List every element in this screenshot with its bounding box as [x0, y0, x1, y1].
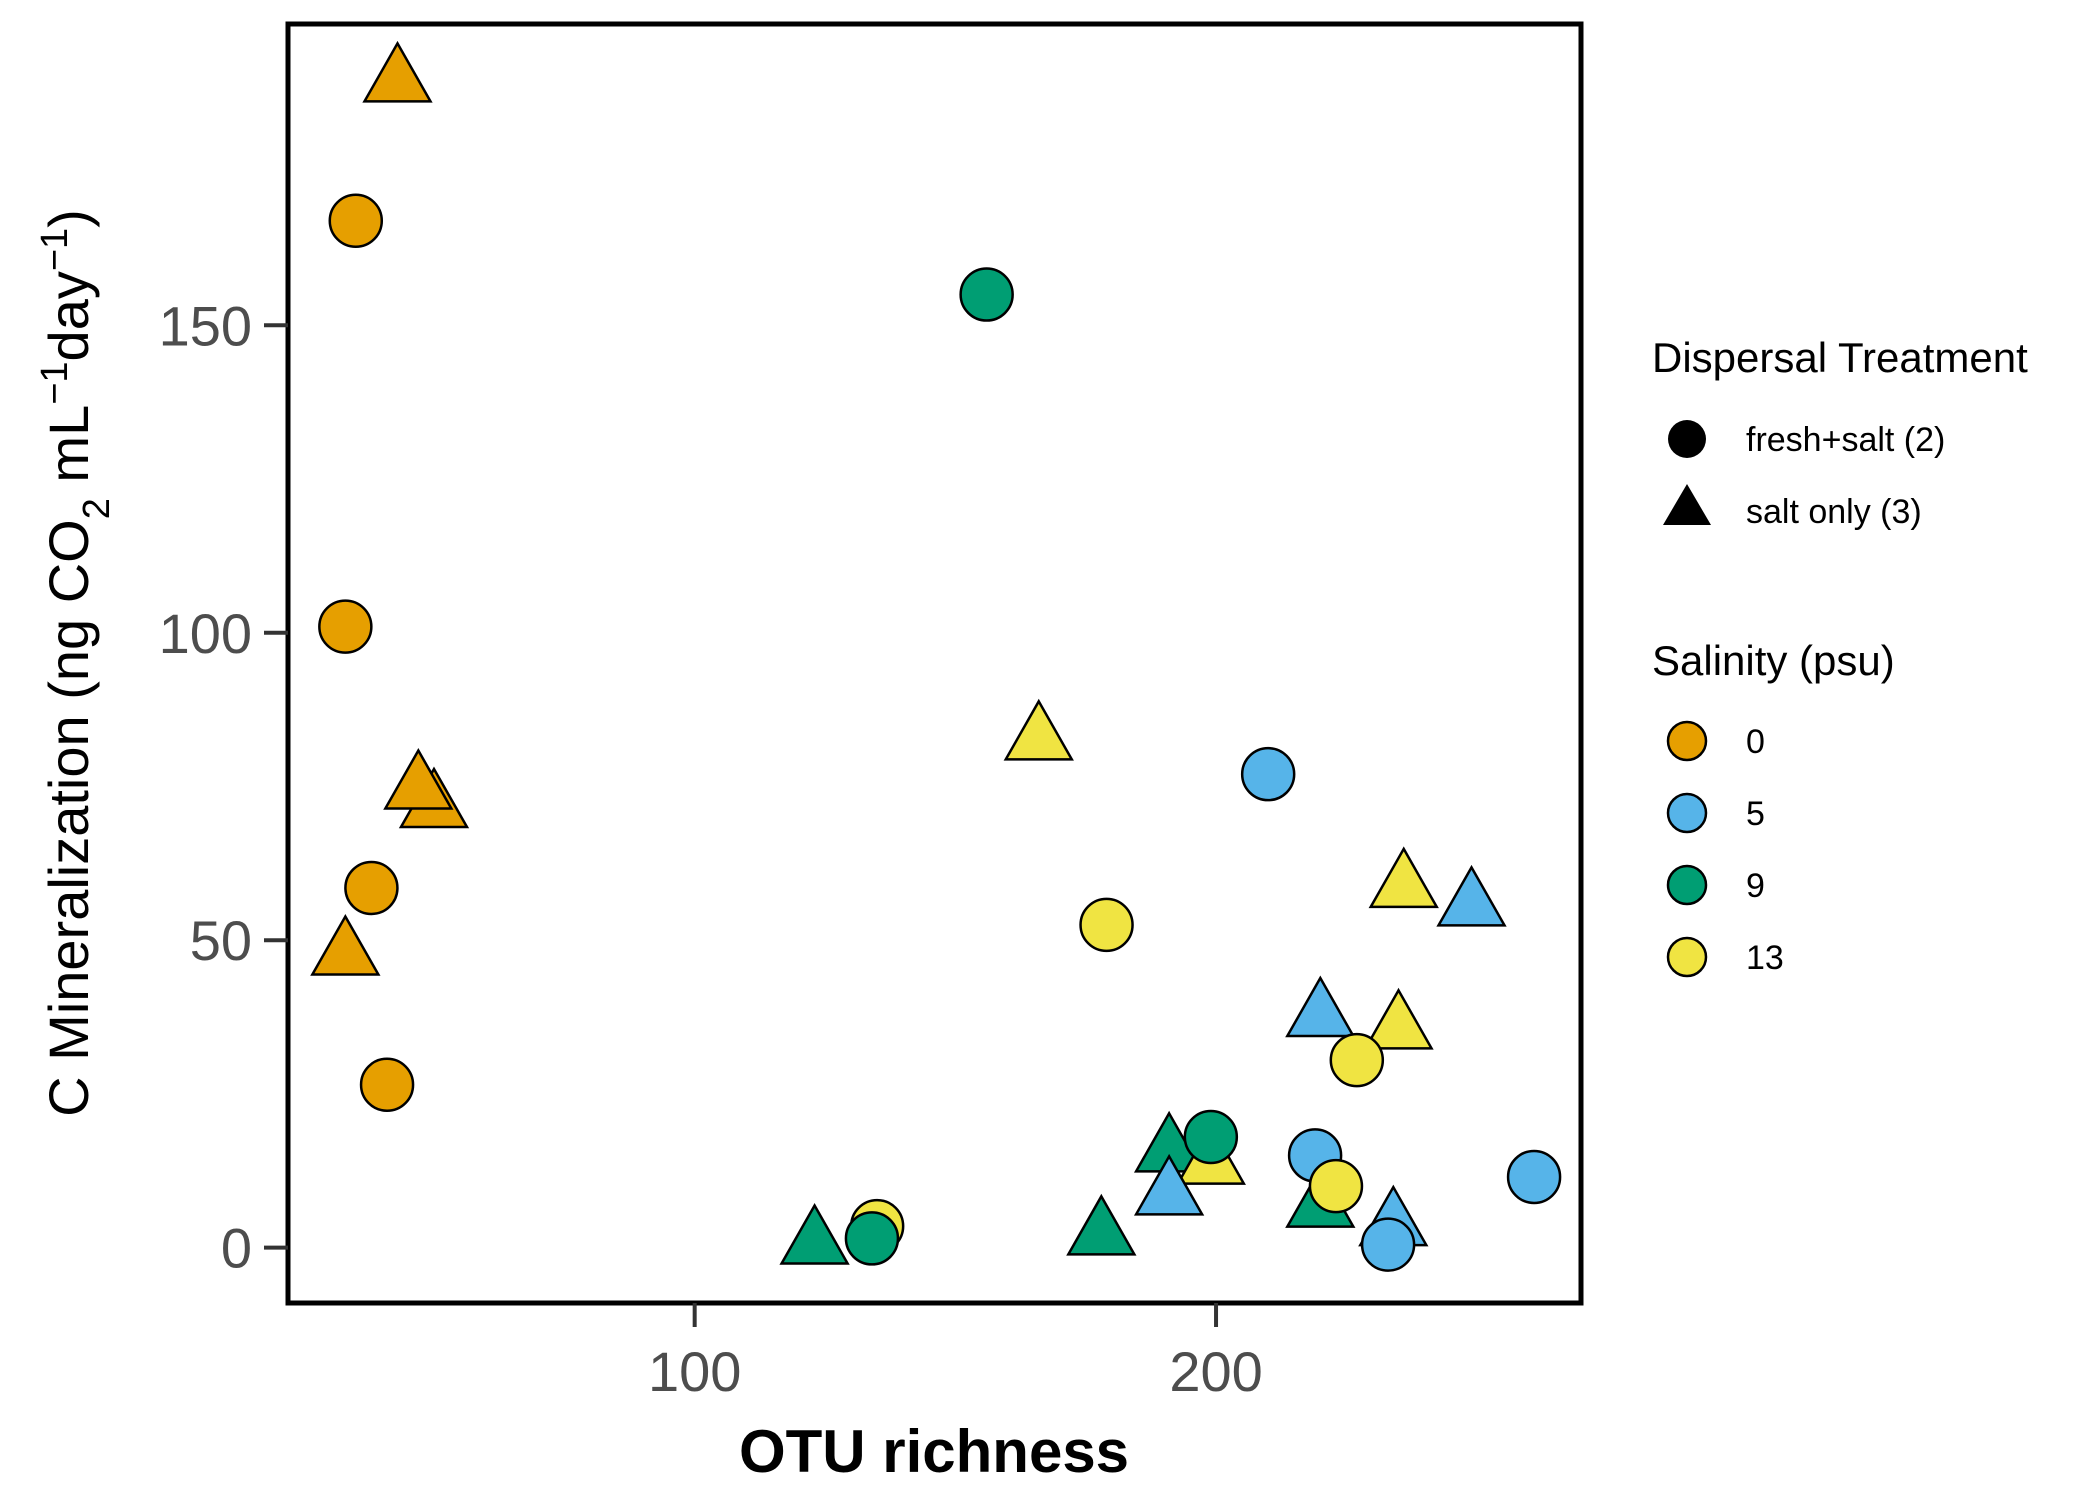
legend-key-salinity-0	[1666, 720, 1708, 762]
y-tick-label: 150	[159, 294, 252, 357]
y-tick-label: 50	[190, 909, 252, 972]
x-tick-label: 100	[648, 1340, 741, 1403]
legend-key-salinity-9	[1666, 864, 1708, 906]
legend-label-salt-only: salt only (3)	[1746, 493, 1922, 531]
y-axis-title-subscript: 2	[76, 498, 118, 519]
plot-panel	[285, 21, 1584, 1306]
legend-title-salinity: Salinity (psu)	[1652, 637, 1895, 684]
legend-key-triangle	[1663, 484, 1711, 525]
data-point-circle-salinity-5	[1360, 1217, 1416, 1272]
y-tick-label: 100	[159, 602, 252, 665]
legend-label-fresh-salt: fresh+salt (2)	[1746, 421, 1945, 459]
legend-key-circle	[1668, 420, 1706, 458]
data-point-circle-salinity-5	[1506, 1149, 1562, 1205]
data-point-circle-salinity-9	[844, 1211, 900, 1266]
x-tick-label: 200	[1169, 1340, 1262, 1403]
legend-key-salinity-5	[1666, 792, 1708, 834]
data-point-circle-salinity-9	[959, 267, 1014, 322]
y-tick-label: 0	[221, 1217, 252, 1280]
x-axis: 100 200	[648, 1303, 1263, 1403]
y-axis-title-prefix: C Mineralization (ng CO	[37, 519, 100, 1117]
data-point-circle-salinity-0	[318, 599, 373, 654]
y-axis-title-superscript-1: −1	[34, 361, 76, 404]
y-axis-title-group: C Mineralization (ng CO2 mL−1day−1)	[34, 209, 118, 1117]
y-axis-title-suffix: )	[37, 209, 100, 228]
legend-key-salinity-13	[1666, 936, 1708, 978]
data-point-triangle-salinity-5	[1436, 864, 1507, 927]
data-point-triangle-salinity-5	[1133, 1153, 1205, 1216]
data-point-triangle-salinity-13	[1363, 987, 1434, 1050]
legend-label-salinity-0: 0	[1746, 723, 1765, 761]
data-point-circle-salinity-0	[328, 193, 384, 249]
y-axis-title: C Mineralization (ng CO2 mL−1day−1)	[34, 209, 118, 1117]
data-point-circle-salinity-13	[1079, 897, 1134, 953]
data-point-triangle-salinity-0	[310, 914, 381, 976]
x-axis-title: OTU richness	[739, 1418, 1129, 1485]
data-points	[310, 40, 1562, 1272]
data-point-circle-salinity-5	[1240, 746, 1296, 802]
data-point-circle-salinity-0	[344, 860, 399, 916]
data-point-triangle-salinity-9	[1066, 1193, 1137, 1256]
y-axis: 0 50 100 150	[159, 294, 288, 1280]
legend-label-salinity-13: 13	[1746, 939, 1784, 977]
data-point-circle-salinity-0	[359, 1057, 415, 1112]
data-point-triangle-salinity-0	[362, 40, 433, 103]
y-axis-title-mid2: day	[37, 271, 100, 361]
data-point-triangle-salinity-13	[1368, 846, 1439, 909]
data-point-circle-salinity-9	[1183, 1109, 1239, 1165]
y-axis-title-superscript-2: −1	[34, 228, 76, 271]
legend: Dispersal Treatment fresh+salt (2) salt …	[1652, 334, 2028, 978]
data-point-triangle-salinity-0	[383, 747, 454, 810]
legend-label-salinity-5: 5	[1746, 795, 1765, 833]
data-point-circle-salinity-13	[1308, 1158, 1364, 1214]
data-point-circle-salinity-13	[1329, 1032, 1385, 1088]
y-axis-title-mid1: mL	[37, 405, 100, 498]
data-point-triangle-salinity-5	[1285, 975, 1356, 1038]
legend-title-dispersal: Dispersal Treatment	[1652, 334, 2028, 381]
legend-label-salinity-9: 9	[1746, 867, 1765, 905]
data-point-triangle-salinity-9	[779, 1203, 850, 1265]
data-point-triangle-salinity-13	[1003, 698, 1074, 761]
